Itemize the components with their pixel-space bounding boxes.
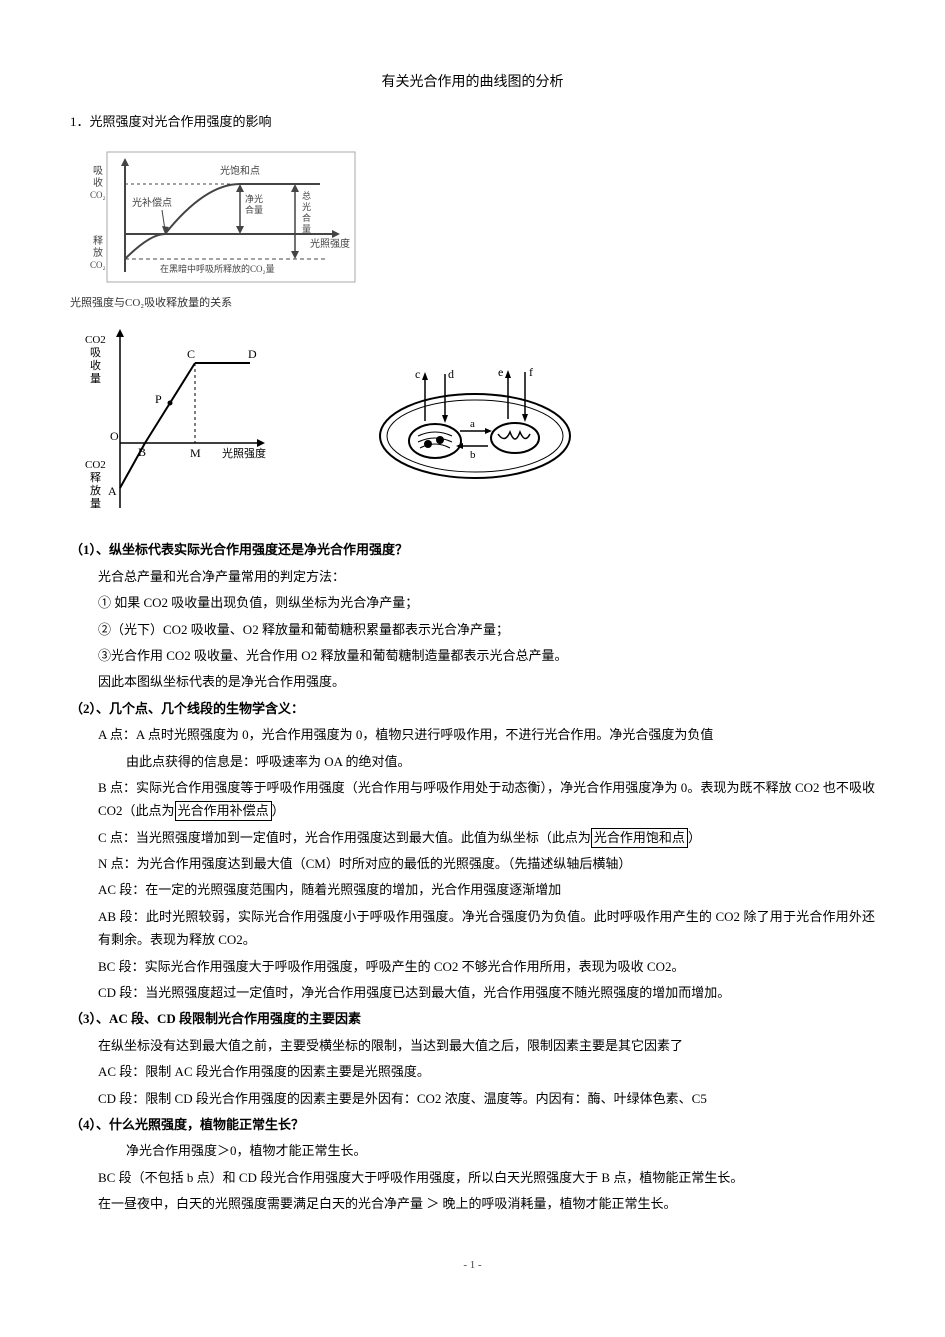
d2-C: C [187,347,195,361]
d1-ybot-2: 放 [93,246,103,259]
q2-B-box: 光合作用补偿点 [175,801,272,821]
q2-B: B 点：实际光合作用强度等于呼吸作用强度（光合作用与呼吸作用处于动态衡），净光合… [70,776,875,823]
q2-AB: AB 段：此时光照较弱，实际光合作用强度小于呼吸作用强度。净光合强度仍为负值。此… [70,905,875,952]
q2-header: （2）、几个点、几个线段的生物学含义： [70,697,875,720]
d1-dark-label: 在黑暗中呼吸所释放的CO₂量 [160,263,275,274]
q3-header: （3）、AC 段、CD 段限制光合作用强度的主要因素 [70,1007,875,1030]
d1-ytop-1: 吸 [93,166,103,177]
q4-l3: 在一昼夜中，白天的光照强度需要满足白天的光合净产量 ＞ 晚上的呼吸消耗量，植物才… [70,1192,875,1215]
d1-tot-1: 总 [302,190,311,201]
d2-B: B [138,445,146,459]
q1-l1: 光合总产量和光合净产量常用的判定方法： [70,565,875,588]
d2-yt4: 量 [90,372,101,385]
q4-l1: 净光合作用强度＞0，植物才能正常生长。 [70,1139,875,1162]
q3-l3: CD 段：限制 CD 段光合作用强度的因素主要是外因有：CO2 浓度、温度等。内… [70,1087,875,1110]
q3-l2: AC 段：限制 AC 段光合作用强度的因素主要是光照强度。 [70,1060,875,1083]
d2-yt3: 收 [90,358,101,372]
d1-ytop-3: CO₂ [90,190,106,200]
d3-c: c [415,367,420,381]
diagram-3-svg: a b c d e f [360,356,590,486]
q1-l2: ① 如果 CO2 吸收量出现负值，则纵坐标为光合净产量； [70,591,875,614]
d3-d: d [448,367,454,381]
q4-l2: BC 段（不包括 b 点）和 CD 段光合作用强度大于呼吸作用强度，所以白天光照… [70,1166,875,1189]
d3-f: f [529,365,533,379]
d1-xlabel: 光照强度 [310,237,350,250]
diagram-row: P A B C D O M 光照强度 CO2 吸 收 量 CO2 释 放 量 [70,323,875,518]
q2-A2: 由此点获得的信息是：呼吸速率为 OA 的绝对值。 [70,750,875,773]
d2-yt2: 吸 [90,347,101,359]
q2-C-end: ） [688,830,701,845]
d3-e: e [498,365,503,379]
d2-P: P [155,392,162,406]
d2-yt1: CO2 [85,334,106,346]
d1-ybot-3: CO₂ [90,260,106,270]
q1-l3: ②（光下）CO2 吸收量、O2 释放量和葡萄糖积累量都表示光合净产量； [70,618,875,641]
q2-C-text: C 点：当光照强度增加到一定值时，光合作用强度达到最大值。此值为纵坐标（此点为 [98,830,591,845]
q1-l4: ③光合作用 CO2 吸收量、光合作用 O2 释放量和葡萄糖制造量都表示光合总产量… [70,644,875,667]
d2-yb3: 放 [90,483,101,497]
d3-a: a [470,418,475,430]
section-1-header: 1．光照强度对光合作用强度的影响 [70,110,875,133]
diagram-1-svg: 光补偿点 光饱和点 净光 合量 总 光 合 量 在黑暗中呼吸所释放的CO₂量 吸… [70,144,360,289]
q4-header: （4）、什么光照强度，植物能正常生长？ [70,1113,875,1136]
d3-b: b [470,449,476,461]
page-title: 有关光合作用的曲线图的分析 [70,70,875,95]
d2-O: O [110,429,119,443]
d2-yb1: CO2 [85,459,106,471]
d1-net-label-2: 合量 [245,204,263,215]
q2-N: N 点：为光合作用强度达到最大值（CM）时所对应的最低的光照强度。（先描述纵轴后… [70,852,875,875]
diagram-1-caption: 光照强度与CO₂吸收释放量的关系 [70,294,875,314]
d1-tot-4: 量 [302,224,311,234]
q2-B-end: ） [272,803,285,818]
diagram-2-svg: P A B C D O M 光照强度 CO2 吸 收 量 CO2 释 放 量 [70,323,270,518]
q2-BC: BC 段：实际光合作用强度大于呼吸作用强度，呼吸产生的 CO2 不够光合作用所用… [70,955,875,978]
q2-AC: AC 段：在一定的光照强度范围内，随着光照强度的增加，光合作用强度逐渐增加 [70,878,875,901]
d1-net-label-1: 净光 [245,193,263,204]
d1-tot-2: 光 [302,201,311,212]
d1-comp-label: 光补偿点 [132,196,172,209]
q2-CD: CD 段：当光照强度超过一定值时，净光合作用强度已达到最大值，光合作用强度不随光… [70,981,875,1004]
d2-D: D [248,347,257,361]
q1-header: （1）、纵坐标代表实际光合作用强度还是净光合作用强度？ [70,538,875,561]
d2-M: M [190,446,201,460]
q2-C-box: 光合作用饱和点 [591,828,688,848]
q1-l5: 因此本图纵坐标代表的是净光合作用强度。 [70,670,875,693]
d1-sat-label: 光饱和点 [220,164,260,177]
q2-A1: A 点：A 点时光照强度为 0，光合作用强度为 0，植物只进行呼吸作用，不进行光… [70,723,875,746]
diagram-1-container: 光补偿点 光饱和点 净光 合量 总 光 合 量 在黑暗中呼吸所释放的CO₂量 吸… [70,144,875,314]
d2-A: A [108,484,117,498]
d2-yb4: 量 [90,497,101,510]
d2-yb2: 释 [90,471,101,484]
d1-ytop-2: 收 [93,176,103,189]
d2-xlabel: 光照强度 [222,446,266,460]
d1-ybot-1: 释 [93,234,103,247]
d1-tot-3: 合 [302,212,311,223]
q2-C: C 点：当光照强度增加到一定值时，光合作用强度达到最大值。此值为纵坐标（此点为光… [70,826,875,849]
page-number: - 1 - [70,1256,875,1276]
q3-l1: 在纵坐标没有达到最大值之前，主要受横坐标的限制，当达到最大值之后，限制因素主要是… [70,1034,875,1057]
